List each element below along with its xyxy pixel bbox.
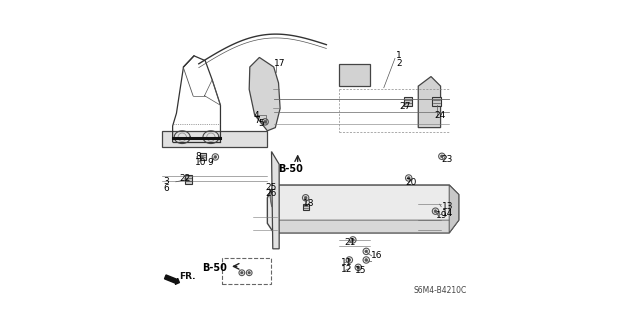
Circle shape (407, 177, 410, 179)
FancyBboxPatch shape (185, 175, 192, 184)
Text: B-50: B-50 (203, 263, 227, 273)
Text: 3: 3 (164, 177, 170, 186)
Text: 1: 1 (396, 51, 402, 60)
Text: FR.: FR. (179, 272, 195, 281)
Polygon shape (449, 185, 459, 233)
Text: 23: 23 (442, 155, 453, 164)
Polygon shape (271, 152, 279, 249)
Text: 13: 13 (442, 202, 453, 211)
Polygon shape (268, 185, 459, 233)
FancyBboxPatch shape (404, 97, 412, 106)
Text: 21: 21 (344, 238, 355, 247)
Text: 7: 7 (254, 116, 260, 125)
Circle shape (348, 258, 351, 261)
Text: 9: 9 (208, 158, 214, 167)
Text: B-50: B-50 (278, 164, 303, 174)
FancyBboxPatch shape (432, 97, 440, 106)
Text: 26: 26 (266, 189, 277, 198)
Circle shape (357, 266, 360, 269)
Text: 5: 5 (258, 119, 264, 128)
FancyBboxPatch shape (200, 153, 206, 160)
Circle shape (365, 258, 368, 261)
Text: 10: 10 (195, 158, 207, 167)
Text: 8: 8 (195, 152, 201, 161)
Text: 6: 6 (164, 184, 170, 193)
Circle shape (304, 196, 307, 199)
Text: 15: 15 (355, 266, 367, 275)
Text: 2: 2 (396, 59, 401, 68)
Circle shape (440, 155, 444, 158)
Text: 18: 18 (303, 199, 314, 208)
Polygon shape (419, 77, 440, 128)
FancyBboxPatch shape (303, 204, 308, 210)
Text: 11: 11 (341, 258, 353, 267)
Text: 4: 4 (254, 111, 260, 120)
Circle shape (434, 210, 437, 213)
Polygon shape (162, 131, 268, 147)
Text: 24: 24 (435, 111, 446, 120)
Text: 16: 16 (371, 251, 383, 260)
Polygon shape (249, 57, 280, 131)
Text: 22: 22 (180, 174, 191, 182)
Circle shape (214, 156, 217, 159)
Text: 25: 25 (266, 183, 277, 192)
Circle shape (264, 121, 267, 123)
Text: 27: 27 (399, 102, 410, 111)
Circle shape (248, 271, 250, 274)
Circle shape (351, 239, 355, 241)
Circle shape (365, 250, 368, 253)
Text: 12: 12 (341, 265, 353, 274)
Text: 20: 20 (406, 178, 417, 187)
Text: 17: 17 (274, 59, 285, 68)
Polygon shape (339, 64, 371, 86)
Text: 19: 19 (436, 211, 448, 220)
Polygon shape (274, 220, 459, 233)
Circle shape (241, 271, 243, 274)
Text: 14: 14 (442, 209, 453, 218)
Text: S6M4-B4210C: S6M4-B4210C (413, 286, 467, 295)
FancyArrow shape (164, 275, 179, 284)
